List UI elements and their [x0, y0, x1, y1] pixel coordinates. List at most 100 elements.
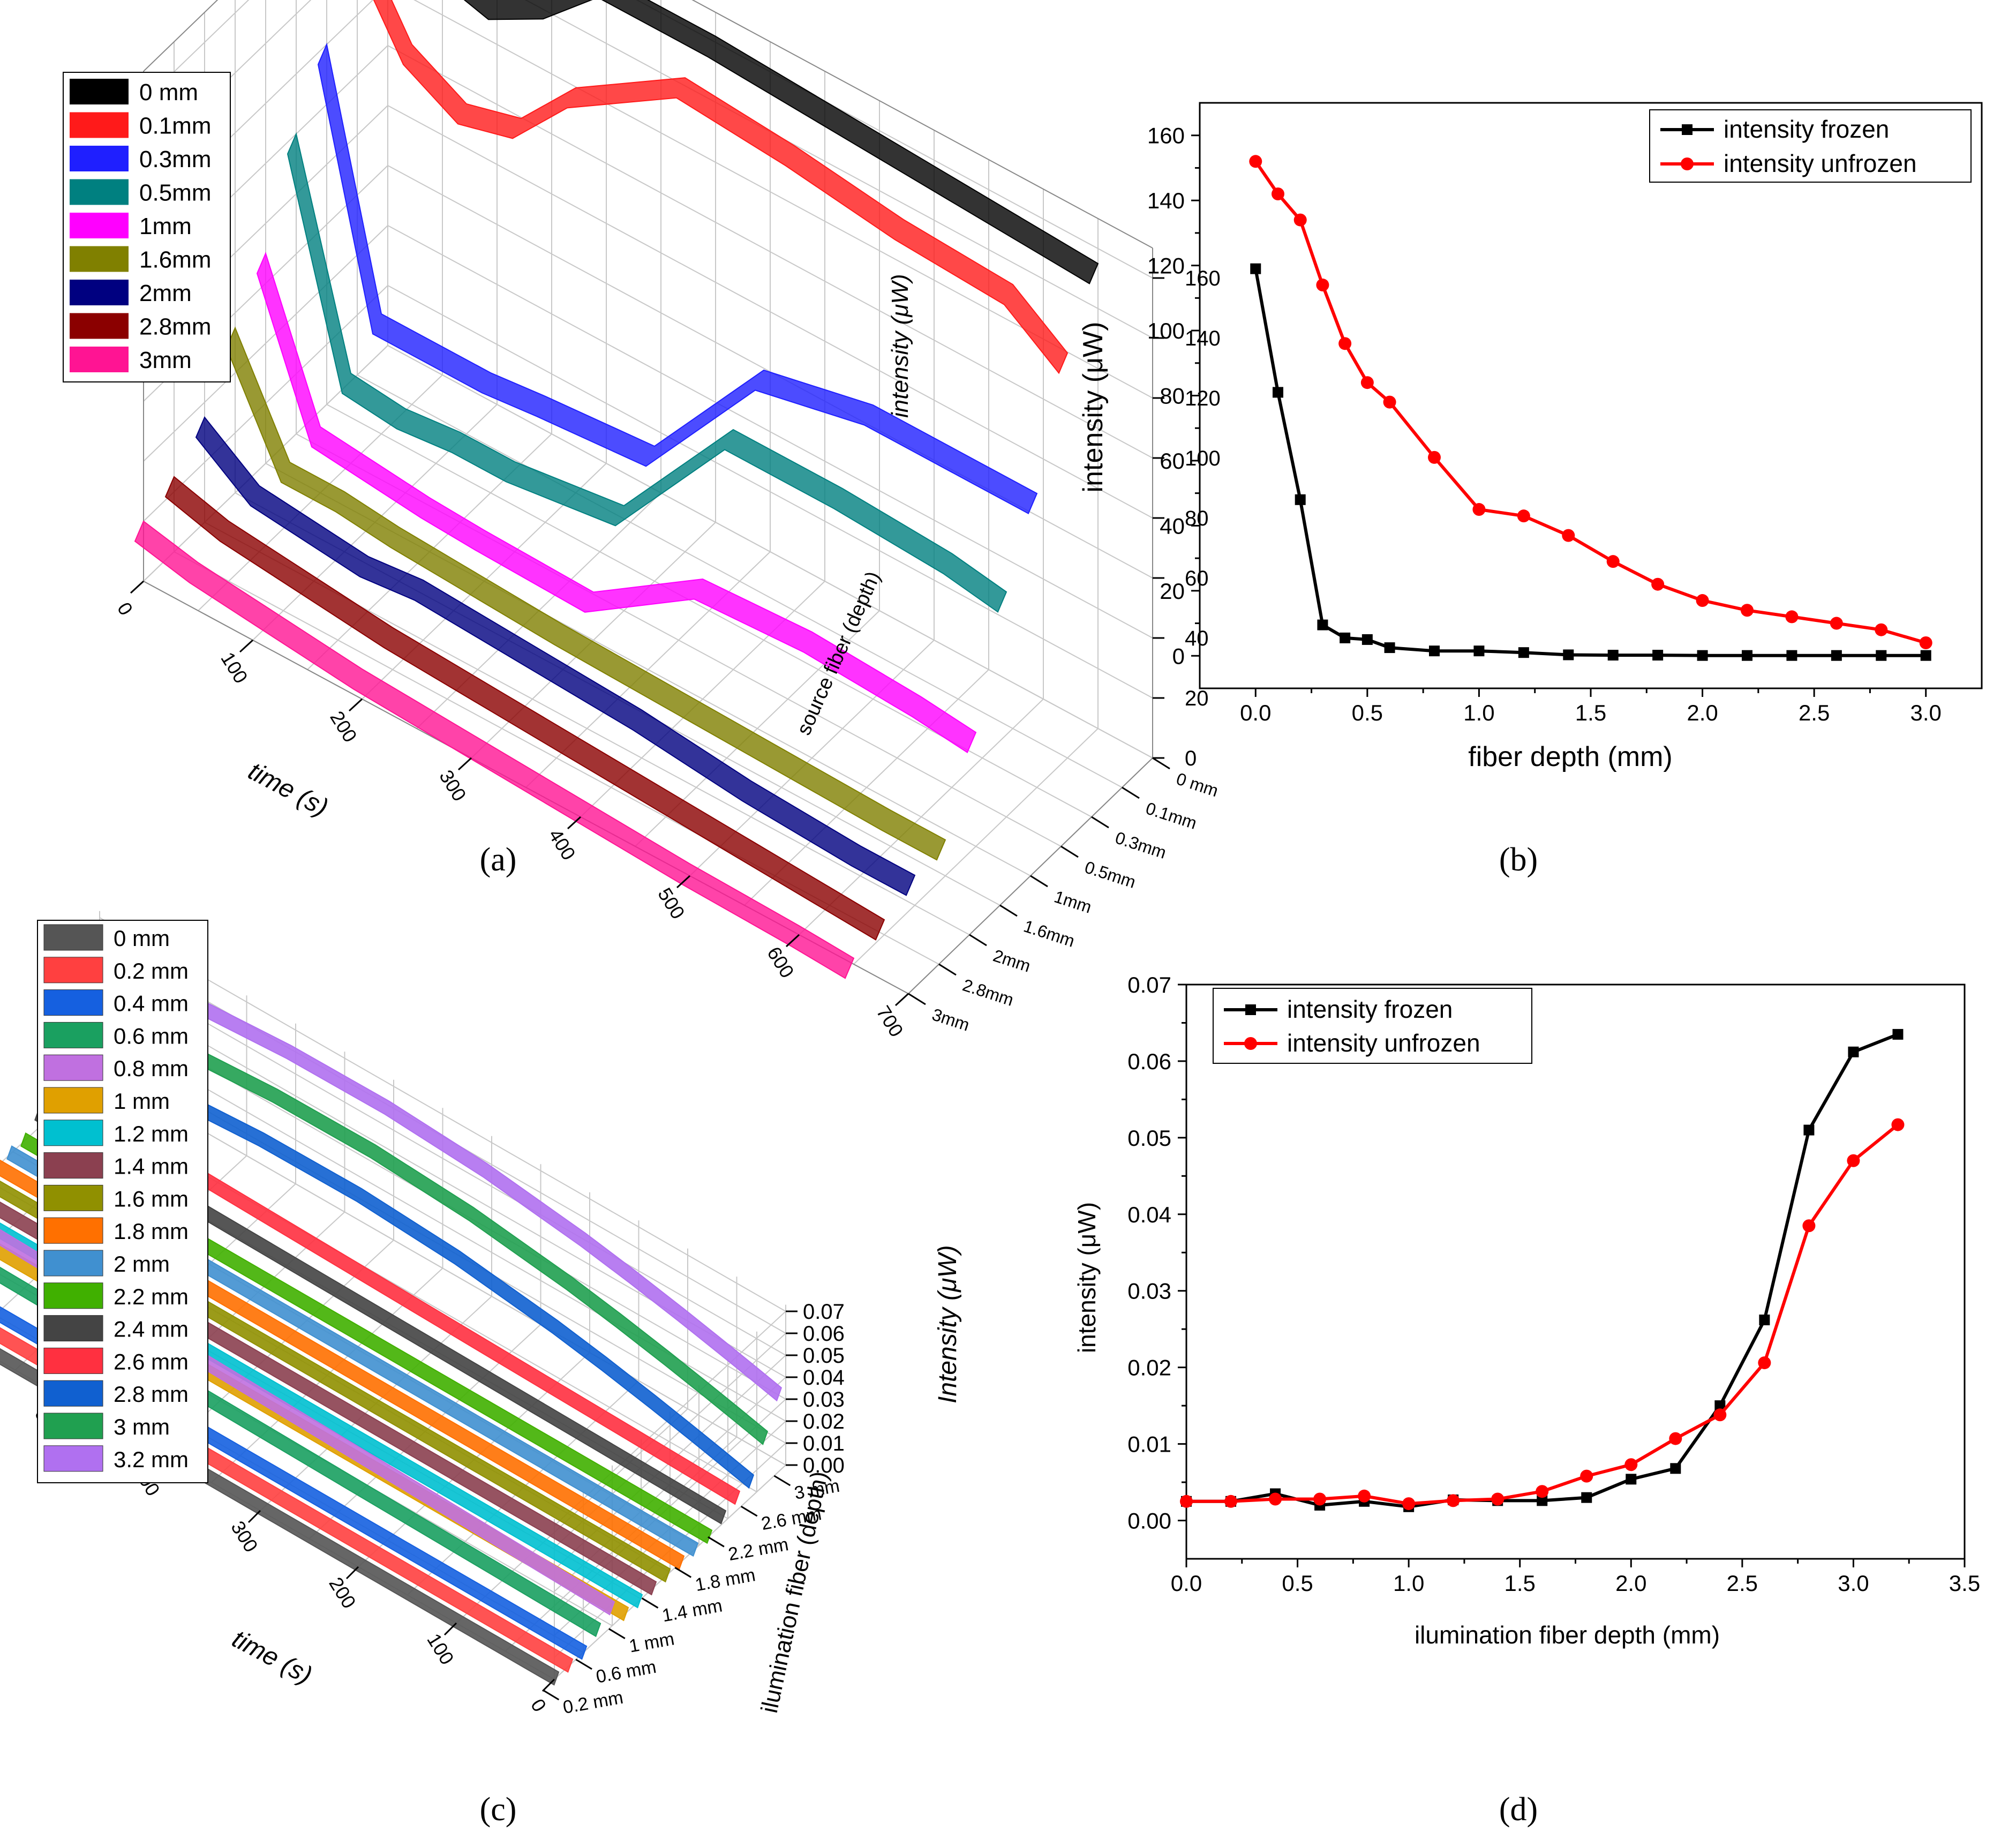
data-point [1429, 645, 1440, 657]
x-tick-label: 0 [113, 598, 137, 619]
legend-label: 0.2 mm [114, 958, 189, 983]
x-tick-label: 0.5 [1352, 700, 1383, 725]
data-point [1741, 604, 1754, 617]
grid-line [387, 345, 1153, 759]
x-tick-label: 1.5 [1575, 700, 1606, 725]
y-tick-mark [641, 1597, 659, 1609]
legend-swatch [43, 1380, 103, 1407]
y-tick-label: 0 mm [1174, 769, 1221, 800]
y-tick-mark [773, 1475, 791, 1486]
legend-swatch [70, 213, 129, 238]
ribbon-1 [373, 0, 1069, 374]
y-tick-label: 0.02 [1127, 1355, 1171, 1380]
y-tick-mark [708, 1536, 725, 1548]
y-tick-mark [608, 1628, 626, 1640]
legend-label: 1mm [139, 213, 192, 239]
data-point [1919, 636, 1932, 649]
data-point [1338, 337, 1352, 350]
data-point [1360, 376, 1374, 389]
legend-label: intensity frozen [1287, 995, 1453, 1023]
panel-d-plot: 0.0 0.5 1.0 1.5 2.0 2.5 3.0 3.5 0.00 0.01 0.02 0.03… [1127, 972, 1980, 1596]
y-tick-label: 2mm [991, 945, 1033, 975]
x-tick-label: 600 [763, 943, 799, 982]
y-tick-label: 20 [1160, 579, 1185, 604]
z-tick-label: 40 [1185, 627, 1209, 650]
data-point [1428, 451, 1441, 464]
data-point [1714, 1400, 1726, 1411]
ribbon-8 [134, 520, 855, 979]
series-line-1 [1186, 1123, 1899, 1506]
ribbon-0 [463, 0, 1099, 284]
legend-label: intensity frozen [1724, 115, 1889, 143]
series-line-0 [1254, 268, 1926, 657]
data-point [1848, 1046, 1859, 1057]
data-point [1491, 1492, 1505, 1506]
legend-label: 2.8 mm [114, 1382, 189, 1407]
x-tick-label: 3.5 [1949, 1571, 1980, 1596]
y-tick-mark [999, 904, 1018, 917]
caption-d: (d) [1499, 1791, 1538, 1828]
z-tick-label: 60 [1185, 567, 1209, 590]
legend-box [1213, 988, 1532, 1064]
z-tick-label: 0.00 [803, 1454, 845, 1477]
legend-swatch [43, 1413, 103, 1439]
data-point [1317, 619, 1328, 630]
panel-d-xlabel: ilumination fiber depth (mm) [1415, 1621, 1720, 1649]
legend-swatch [70, 112, 129, 138]
data-point [1472, 503, 1486, 516]
data-point [1830, 617, 1843, 630]
legend-label: 0.3mm [139, 146, 211, 172]
y-tick-mark [740, 1505, 758, 1517]
x-tick-mark [130, 580, 145, 594]
y-tick-label: 0.07 [1127, 972, 1171, 997]
data-point [1920, 650, 1931, 661]
z-tick-label: 80 [1185, 507, 1209, 530]
panel-c-zlabel: Intensity (μW) [934, 1245, 962, 1403]
legend-swatch [70, 313, 129, 339]
panel-c-legend: 0 mm 0.2 mm 0.4 mm 0.6 mm 0.8 mm 1 mm 1.2 mm 1.… [37, 920, 208, 1483]
data-point [1581, 1492, 1592, 1503]
y-tick-label: 0.1mm [1144, 798, 1199, 832]
y-tick-label: 140 [1147, 188, 1185, 213]
y-tick-mark [1030, 875, 1048, 888]
x-tick-mark [348, 698, 363, 712]
y-tick-label: 0.04 [1127, 1202, 1171, 1227]
panel-b-legend: intensity frozen intensity unfrozen [1649, 109, 1972, 183]
legend-label: 2.2 mm [114, 1284, 189, 1309]
data-point [1518, 647, 1529, 658]
data-point [1473, 645, 1485, 657]
x-tick-mark [894, 993, 909, 1007]
x-tick-mark [239, 639, 254, 653]
y-tick-label: 160 [1147, 123, 1185, 148]
grid-line [357, 374, 1123, 788]
data-point [1358, 1489, 1371, 1503]
x-tick-mark [567, 816, 582, 830]
data-point [1670, 1463, 1681, 1474]
x-tick-label: 0.5 [1282, 1571, 1313, 1596]
y-tick-label: 120 [1147, 253, 1185, 279]
legend-label: 1 mm [114, 1088, 170, 1114]
legend-label: 1.6mm [139, 247, 211, 273]
panel-a-zlabel: intensity (μW) [887, 274, 913, 418]
x-tick-label: 700 [872, 1002, 908, 1041]
y-tick-label: 3mm [930, 1004, 972, 1034]
x-tick-mark [785, 934, 800, 948]
legend-label: 3.2 mm [114, 1447, 189, 1472]
x-tick-mark [345, 1566, 359, 1580]
ribbon-7 [164, 476, 885, 941]
data-point [1383, 395, 1396, 409]
x-tick-label: 3.0 [1838, 1571, 1869, 1596]
legend-swatch [70, 146, 129, 171]
y-tick-label: 1.4 mm [660, 1595, 724, 1626]
data-point [1272, 187, 1284, 201]
y-tick-mark [674, 1567, 692, 1578]
y-tick-label: 0.6 mm [595, 1657, 658, 1687]
y-tick-mark [1152, 757, 1170, 770]
legend-swatch [70, 246, 129, 272]
panel-c-xlabel: time (s) [228, 1625, 317, 1690]
data-point [1273, 387, 1283, 398]
data-point [1563, 649, 1574, 660]
grid-line [387, 285, 1153, 699]
legend-swatch [70, 79, 129, 104]
